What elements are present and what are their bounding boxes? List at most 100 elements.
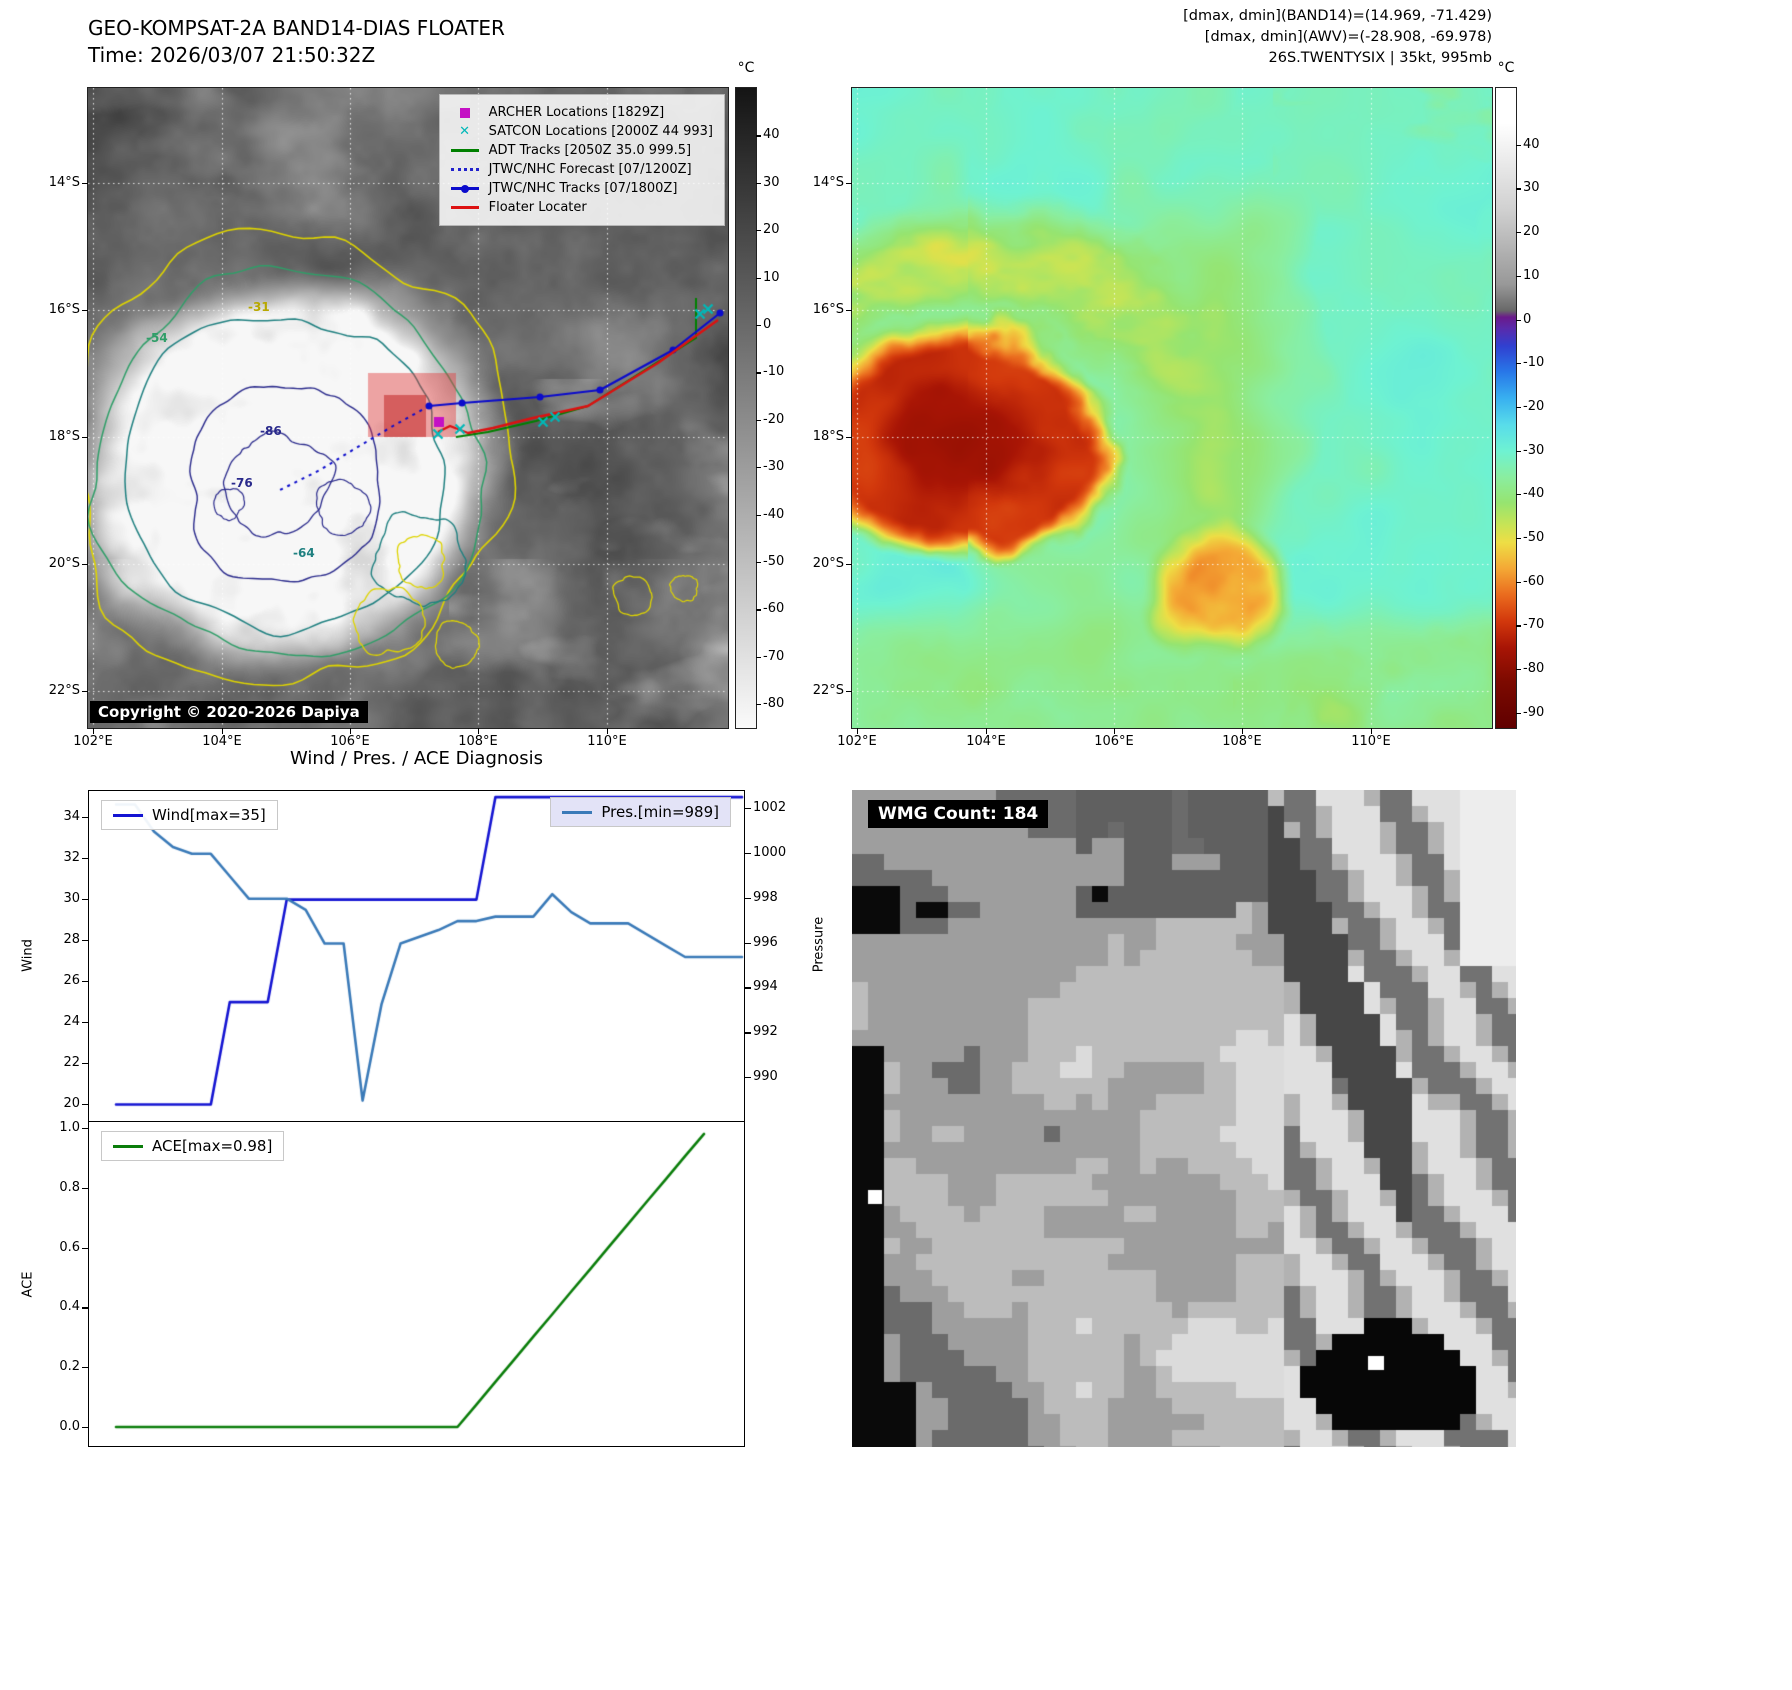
ace-tick-label: 1.0 <box>59 1119 80 1135</box>
tick-mark <box>1114 728 1116 734</box>
tick-mark <box>756 609 761 611</box>
contour-label: -76 <box>231 476 253 490</box>
legend-square-icon <box>449 107 481 118</box>
legend-label: ADT Tracks [2050Z 35.0 999.5] <box>488 143 692 158</box>
tick-mark <box>1516 319 1521 321</box>
colorbar-tick-label: -80 <box>1523 661 1545 677</box>
tick-mark <box>1516 625 1521 627</box>
tick-mark <box>745 987 751 989</box>
colorbar-tick-label: -20 <box>763 411 785 427</box>
awv-header-line3: 26S.TWENTYSIX | 35kt, 995mb <box>1268 50 1492 66</box>
tick-mark <box>745 1077 751 1079</box>
tick-mark <box>82 691 88 693</box>
colorbar-tick-label: -50 <box>1523 529 1545 545</box>
tick-mark <box>756 135 761 137</box>
tick-mark <box>745 942 751 944</box>
legend-item: ARCHER Locations [1829Z] <box>449 103 713 122</box>
tick-mark <box>1516 712 1521 714</box>
awv-header: [dmax, dmin](BAND14)=(14.969, -71.429) [… <box>900 6 1492 69</box>
wind-line-sample-icon <box>113 814 143 817</box>
tick-mark <box>756 277 761 279</box>
legend-label: ARCHER Locations [1829Z] <box>488 105 665 120</box>
ace-tick-label: 0.4 <box>59 1299 80 1315</box>
legend-item: Floater Locater <box>449 198 713 217</box>
wind-tick-label: 30 <box>63 890 80 906</box>
wind-legend: Wind[max=35] <box>101 800 278 830</box>
pressure-tick-label: 1000 <box>753 844 787 860</box>
band14-map: -31 -54 -86 -76 -64 ARCHER Locations [1829Z]… <box>87 87 729 729</box>
tick-mark <box>82 183 88 185</box>
awv-satellite-canvas <box>852 88 1492 728</box>
pressure-tick-label: 996 <box>753 934 778 950</box>
legend-line-icon <box>449 149 481 152</box>
tick-mark <box>1516 232 1521 234</box>
wind-legend-label: Wind[max=35] <box>152 806 266 824</box>
tick-mark <box>846 564 852 566</box>
legend-item: ADT Tracks [2050Z 35.0 999.5] <box>449 141 713 160</box>
tick-mark <box>82 1062 88 1064</box>
tick-mark <box>82 310 88 312</box>
tick-mark <box>745 1032 751 1034</box>
tick-mark <box>82 939 88 941</box>
legend-label: JTWC/NHC Forecast [07/1200Z] <box>488 162 692 177</box>
awv-header-line1: [dmax, dmin](BAND14)=(14.969, -71.429) <box>1183 8 1492 24</box>
lat-tick-label: 16°S <box>48 302 80 317</box>
legend-dotted-icon <box>449 168 481 171</box>
colorbar-tick-label: -40 <box>763 506 785 522</box>
tick-mark <box>82 1307 88 1309</box>
wind-pressure-chart-canvas <box>89 791 746 1123</box>
pressure-tick-label: 998 <box>753 889 778 905</box>
legend-item: JTWC/NHC Forecast [07/1200Z] <box>449 160 713 179</box>
colorbar-tick-label: 10 <box>1523 267 1540 283</box>
tick-mark <box>1516 275 1521 278</box>
lat-tick-label: 20°S <box>812 556 844 571</box>
ace-tick-label: 0.8 <box>59 1179 80 1195</box>
tick-mark <box>756 514 761 516</box>
colorbar-tick-label: 20 <box>1523 224 1540 240</box>
lon-tick-label: 106°E <box>1094 734 1134 749</box>
pressure-legend-label: Pres.[min=989] <box>601 803 719 821</box>
awv-colorbar <box>1495 87 1517 729</box>
colorbar-tick-label: 40 <box>763 127 780 143</box>
colorbar-tick-label: 0 <box>763 317 772 333</box>
colorbar-tick-label: 40 <box>1523 136 1540 152</box>
pressure-tick-label: 1002 <box>753 799 787 815</box>
pressure-tick-label: 990 <box>753 1069 778 1085</box>
ace-tick-label: 0.2 <box>59 1359 80 1375</box>
wind-tick-label: 26 <box>63 972 80 988</box>
ace-legend-label: ACE[max=0.98] <box>152 1137 273 1155</box>
ace-legend: ACE[max=0.98] <box>101 1131 285 1161</box>
wmg-count-canvas <box>852 790 1516 1447</box>
tick-mark <box>82 1426 88 1429</box>
colorbar-tick-label: -70 <box>763 648 785 664</box>
lon-tick-label: 104°E <box>202 734 242 749</box>
ace-line-sample-icon <box>113 1145 143 1148</box>
lon-tick-label: 102°E <box>837 734 877 749</box>
tick-mark <box>756 182 761 184</box>
tick-mark <box>350 728 352 734</box>
tick-mark <box>82 1187 88 1190</box>
lat-tick-label: 22°S <box>48 683 80 698</box>
tick-mark <box>1516 537 1521 540</box>
colorbar-tick-label: -30 <box>763 459 785 475</box>
colorbar-tick-label: -90 <box>1523 704 1545 720</box>
pressure-tick-label: 994 <box>753 979 778 995</box>
colorbar-tick-label: -10 <box>1523 355 1545 371</box>
legend-label: Floater Locater <box>488 200 587 215</box>
band14-title: GEO-KOMPSAT-2A BAND14-DIAS FLOATER <box>88 16 505 40</box>
awv-header-line2: [dmax, dmin](AWV)=(-28.908, -69.978) <box>1204 29 1492 45</box>
band14-colorbar-unit: °C <box>737 60 755 76</box>
band14-legend: ARCHER Locations [1829Z] ✕ SATCON Location… <box>438 94 725 226</box>
legend-label: JTWC/NHC Tracks [07/1800Z] <box>488 181 678 196</box>
lat-tick-label: 16°S <box>812 302 844 317</box>
colorbar-tick-label: -10 <box>763 364 785 380</box>
ace-chart-canvas <box>89 1122 746 1447</box>
colorbar-tick-label: -30 <box>1523 442 1545 458</box>
tick-mark <box>1516 144 1521 146</box>
tick-mark <box>1516 494 1521 496</box>
tick-mark <box>756 419 761 422</box>
tick-mark <box>82 1367 88 1369</box>
band14-colorbar <box>735 87 757 729</box>
tick-mark <box>745 897 751 899</box>
